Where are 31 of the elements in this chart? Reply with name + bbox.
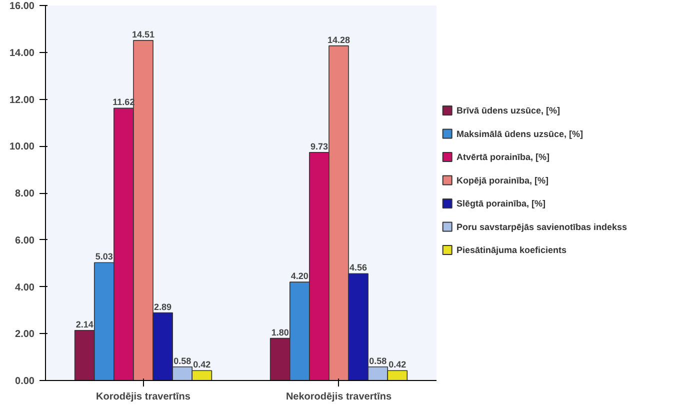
data-label: 4.56 [350,262,368,273]
legend-label: Atvērtā porainība, [%] [456,152,550,162]
legend-label: Kopējā porainība, [%] [456,175,548,186]
data-label: 0.42 [388,360,406,370]
legend-label: Piesātinājuma koeficients [456,245,567,255]
legend-label: Maksimālā ūdens uzsūce, [%] [456,128,584,139]
legend-label: Poru savstarpējās savienotības indekss [456,222,628,232]
y-tick-label: 12.00 [9,94,35,106]
x-tick-label: Nekorodējis travertīns [286,392,392,402]
y-tick-label: 6.00 [15,235,35,246]
data-label: 4.20 [290,271,308,282]
y-tick-label: 10.00 [9,142,35,153]
y-tick-label: 8.00 [15,188,35,200]
y-tick-label: 16.00 [9,1,35,12]
y-tick-label: 0.00 [15,376,35,387]
data-label: 2.89 [154,302,172,312]
data-label: 9.73 [310,141,328,152]
data-label: 2.14 [76,319,94,330]
data-label: 0.58 [369,356,387,366]
data-label: 14.28 [327,34,350,45]
y-tick-label: 4.00 [15,282,35,294]
data-label: 0.58 [174,356,192,366]
legend-label: Brīvā ūdens uzsūce, [%] [456,106,560,116]
y-tick-label: 14.00 [9,48,35,59]
data-label: 14.51 [132,29,155,40]
x-tick-label: Korodējis travertīns [96,392,191,402]
data-label: 5.03 [95,252,113,262]
data-label: 0.42 [193,360,211,370]
data-label: 1.80 [271,327,289,338]
y-tick-label: 2.00 [15,329,35,340]
legend-label: Slēgtā porainība, [%] [456,198,546,208]
